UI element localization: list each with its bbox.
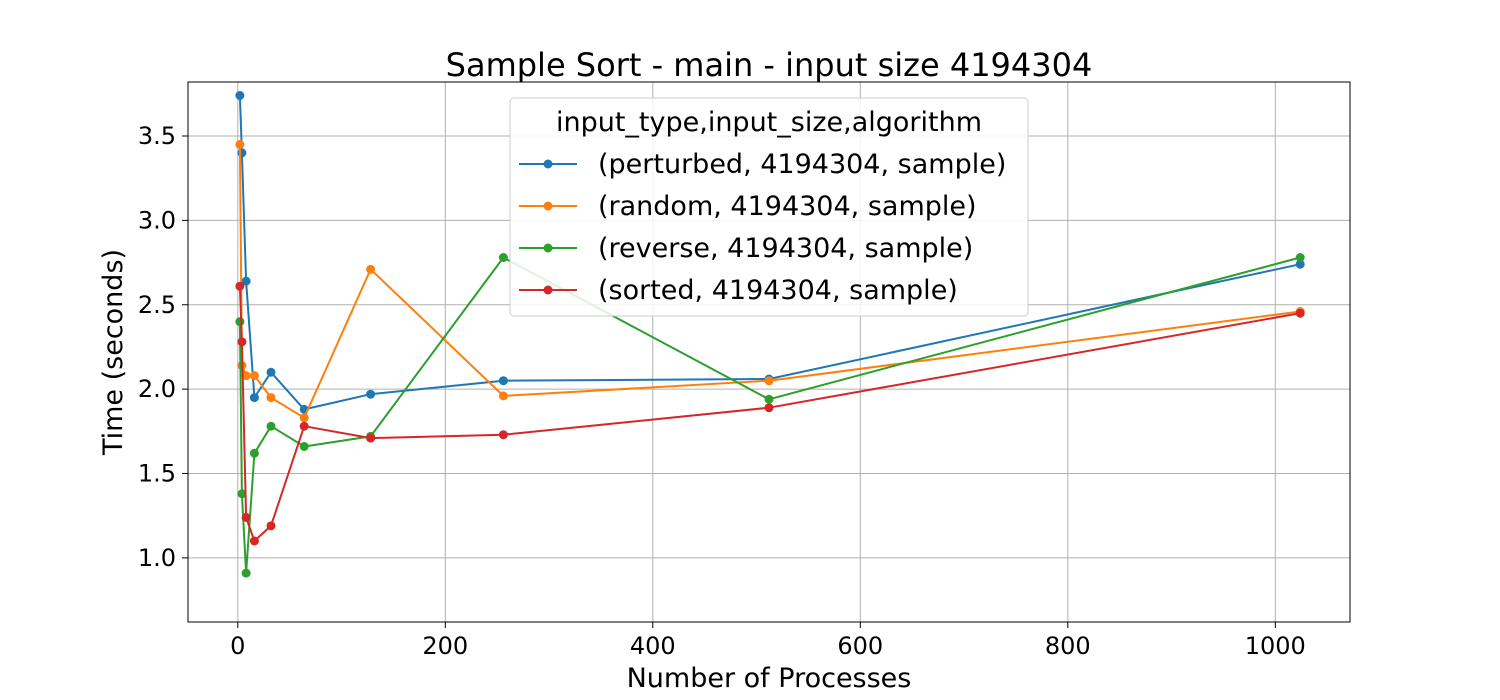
data-point — [498, 430, 508, 440]
data-point — [266, 521, 276, 531]
x-axis-label: Number of Processes — [627, 663, 912, 694]
legend-label: (random, 4194304, sample) — [598, 191, 977, 222]
legend-label: (sorted, 4194304, sample) — [598, 275, 958, 306]
data-point — [235, 281, 245, 291]
legend-frame — [509, 97, 1029, 317]
data-point — [764, 403, 774, 413]
data-point — [299, 421, 309, 431]
data-point — [498, 391, 508, 401]
data-point — [498, 376, 508, 386]
data-point — [366, 389, 376, 399]
y-tick-label: 1.5 — [138, 460, 176, 488]
data-point — [249, 448, 259, 458]
legend-entries: (perturbed, 4194304, sample) (random, 419… — [519, 149, 1006, 306]
data-point — [764, 394, 774, 404]
data-point — [241, 371, 251, 381]
x-tick-label: 1000 — [1245, 632, 1306, 660]
series-3 — [235, 281, 1305, 546]
data-point — [235, 91, 245, 100]
data-point — [1295, 308, 1305, 318]
y-tick-label: 2.5 — [138, 291, 176, 319]
series-line — [238, 256, 1301, 575]
data-point — [249, 371, 259, 381]
data-point — [266, 393, 276, 403]
y-tick-label: 3.5 — [138, 122, 176, 150]
data-point — [241, 512, 251, 522]
data-point — [241, 276, 251, 286]
data-point — [299, 413, 309, 423]
data-point — [266, 367, 276, 377]
y-axis-label: Time (seconds) — [98, 249, 129, 456]
data-point — [764, 376, 774, 386]
legend-entry: (random, 4194304, sample) — [519, 191, 977, 222]
series-layer — [235, 91, 1305, 578]
y-tick-label: 3.0 — [138, 206, 176, 234]
legend-entry: (perturbed, 4194304, sample) — [519, 149, 1006, 180]
data-point — [237, 148, 247, 158]
legend-swatch-marker — [543, 159, 553, 169]
legend-label: (perturbed, 4194304, sample) — [598, 149, 1006, 180]
data-point — [249, 393, 259, 403]
data-point — [366, 264, 376, 274]
chart-title: Sample Sort - main - input size 4194304 — [446, 46, 1093, 84]
data-point — [237, 337, 247, 347]
series-2 — [235, 253, 1305, 578]
data-point — [1295, 253, 1305, 262]
data-point — [299, 442, 309, 451]
x-tick-label: 600 — [837, 632, 883, 660]
legend: input_type,input_size,algorithm (perturb… — [509, 97, 1029, 317]
data-point — [241, 568, 251, 578]
legend-swatch-marker — [543, 243, 553, 253]
series-line — [238, 144, 1301, 419]
y-tick-label: 2.0 — [138, 375, 176, 403]
legend-swatch-marker — [543, 201, 553, 211]
data-point — [1295, 259, 1305, 269]
data-point — [249, 536, 259, 546]
series-line — [238, 95, 1301, 411]
grid — [188, 82, 1350, 622]
series-line — [238, 286, 1301, 542]
x-tick-label: 400 — [630, 632, 676, 660]
legend-entry: (reverse, 4194304, sample) — [519, 233, 973, 264]
x-tick-label: 0 — [230, 632, 245, 660]
plot-area-frame — [187, 81, 1351, 623]
data-point — [235, 139, 245, 149]
data-point — [237, 489, 247, 499]
legend-swatch-marker — [543, 285, 553, 295]
data-point — [235, 317, 245, 327]
legend-label: (reverse, 4194304, sample) — [598, 233, 973, 264]
y-tick-label: 1.0 — [138, 544, 176, 572]
y-axis-ticks: 1.0 1.5 2.0 2.5 3.0 3.5 — [138, 122, 188, 572]
x-tick-label: 800 — [1045, 632, 1091, 660]
data-point — [498, 253, 508, 262]
legend-title: input_type,input_size,algorithm — [556, 107, 982, 138]
x-tick-label: 200 — [422, 632, 468, 660]
data-point — [366, 433, 376, 443]
x-axis-ticks: 0 200 400 600 800 1000 — [230, 622, 1306, 660]
data-point — [266, 421, 276, 431]
legend-entry: (sorted, 4194304, sample) — [519, 275, 958, 306]
